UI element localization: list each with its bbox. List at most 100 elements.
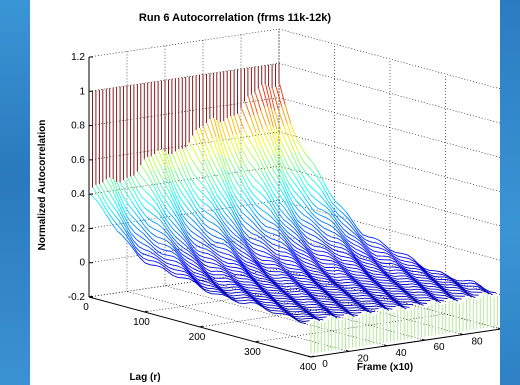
surface-segment [286, 123, 294, 140]
surface-segment [295, 137, 303, 149]
surface-segment [148, 259, 155, 262]
surface-segment [171, 236, 178, 244]
surface-segment [273, 154, 281, 169]
surface-segment [372, 246, 379, 249]
surface-segment [372, 295, 379, 299]
surface-segment [358, 264, 365, 271]
surface-segment [237, 220, 244, 231]
surface-segment [174, 194, 182, 207]
surface-segment [319, 280, 326, 282]
surface-segment [308, 243, 315, 247]
surface-segment [225, 270, 232, 276]
surface-segment [425, 290, 432, 296]
surface-segment [223, 274, 230, 278]
surface-segment [235, 246, 242, 252]
surface-segment [267, 299, 274, 302]
surface-segment [303, 261, 310, 265]
chart-title: Run 6 Autocorrelation (frms 11k-12k) [139, 12, 331, 24]
surface-segment [328, 248, 335, 254]
surface-segment [277, 245, 284, 249]
surface-segment [262, 305, 269, 309]
surface-segment [298, 225, 306, 232]
surface-segment [367, 250, 374, 258]
surface-segment [222, 140, 229, 158]
surface-segment [173, 256, 180, 260]
surface-segment [297, 265, 304, 270]
surface-segment [324, 240, 331, 246]
surface-segment [160, 248, 166, 251]
surface-segment [231, 298, 238, 302]
surface-segment [237, 270, 244, 273]
surface-segment [251, 258, 259, 265]
surface-segment [231, 154, 238, 166]
surface-segment [254, 295, 261, 298]
surface-segment [250, 116, 257, 133]
surface-segment [402, 291, 409, 295]
surface-segment [256, 244, 263, 247]
surface-segment [408, 298, 415, 302]
surface-segment [264, 182, 271, 194]
surface-segment [354, 304, 361, 308]
surface-segment [235, 284, 242, 288]
surface-segment [232, 253, 239, 260]
surface-segment [353, 309, 360, 312]
surface-segment [228, 210, 235, 220]
surface-segment [380, 262, 387, 264]
surface-segment [259, 303, 266, 309]
surface-segment [165, 151, 172, 170]
surface-segment [284, 308, 291, 313]
surface-segment [401, 270, 408, 274]
surface-segment [322, 311, 329, 314]
surface-segment [418, 266, 425, 272]
surface-segment [273, 193, 280, 202]
surface-segment [237, 251, 244, 257]
surface-segment [417, 302, 424, 306]
surface-segment [235, 255, 243, 263]
surface-segment [246, 197, 254, 207]
surface-segment [411, 261, 418, 265]
surface-segment [191, 274, 198, 280]
surface-segment [460, 290, 467, 294]
surface-segment [468, 279, 474, 282]
surface-segment [231, 245, 239, 253]
surface-segment [411, 277, 418, 283]
surface-segment [130, 176, 138, 189]
surface-segment [234, 195, 241, 204]
surface-segment [172, 182, 180, 196]
surface-segment [337, 283, 344, 287]
surface-segment [299, 303, 306, 306]
surface-segment [286, 191, 294, 204]
surface-segment [324, 313, 331, 316]
surface-segment [358, 289, 364, 292]
surface-segment [289, 237, 296, 243]
surface-segment [338, 279, 345, 281]
surface-segment [252, 206, 259, 215]
surface-segment [247, 217, 254, 224]
surface-segment [324, 290, 331, 295]
surface-segment [280, 188, 287, 200]
surface-segment [323, 227, 330, 232]
surface-segment [461, 284, 467, 287]
surface-segment [335, 266, 342, 270]
surface-segment [273, 282, 280, 287]
surface-segment [372, 264, 379, 268]
surface-segment [137, 171, 144, 180]
surface-segment [252, 247, 259, 251]
surface-segment [171, 251, 178, 256]
surface-segment [370, 260, 377, 265]
surface-segment [253, 275, 260, 279]
surface-segment [205, 211, 212, 216]
surface-segment [335, 304, 342, 308]
surface-segment [294, 242, 301, 247]
z-tick-label: 1 [79, 86, 85, 97]
surface-segment [116, 210, 123, 221]
surface-segment [184, 252, 191, 257]
surface-segment [407, 291, 414, 294]
surface-segment [308, 273, 315, 280]
surface-segment [408, 271, 415, 275]
surface-segment [393, 282, 401, 287]
surface-segment [101, 195, 108, 206]
surface-segment [295, 281, 302, 286]
surface-segment [347, 276, 354, 281]
surface-segment [174, 169, 181, 182]
